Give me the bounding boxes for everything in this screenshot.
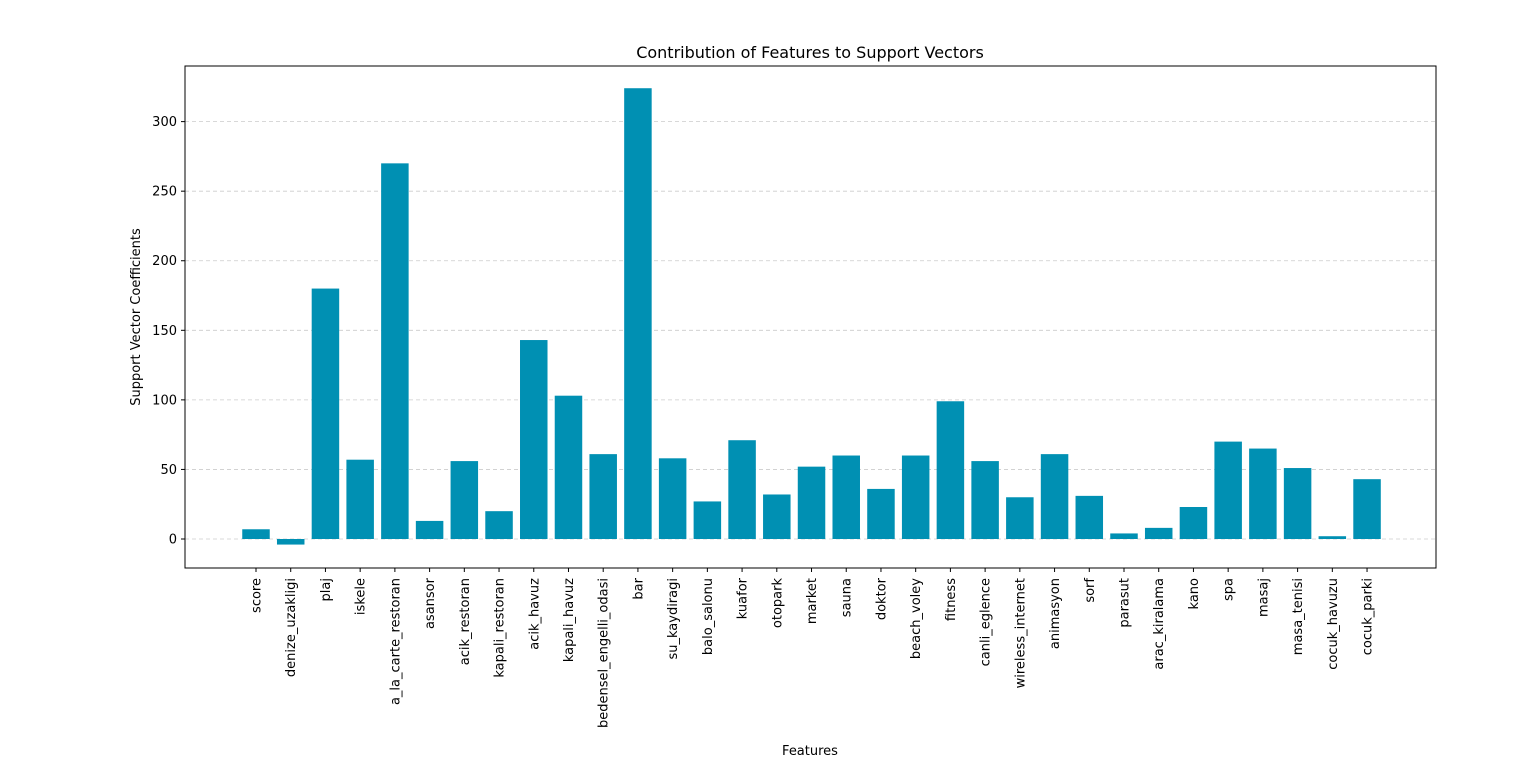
- x-tick-label: a_la_carte_restoran: [388, 578, 403, 705]
- x-tick-label: kano: [1187, 578, 1202, 610]
- bar-asansor: [415, 520, 444, 539]
- bars-layer: [242, 88, 1381, 545]
- x-tick-label: fitness: [944, 578, 959, 621]
- x-tick-label: acik_havuz: [527, 578, 542, 650]
- x-tick-label: masa_tenisi: [1291, 578, 1306, 655]
- y-axis-label: Support Vector Coefficients: [129, 228, 144, 406]
- bar-arac_kiralama: [1144, 527, 1173, 539]
- x-tick-label: plaj: [319, 578, 334, 601]
- bar-cocuk_havuzu: [1318, 536, 1347, 539]
- x-axis: score denize_uzakligi plaj iskele a_la_carte…: [250, 568, 1376, 728]
- bar-wireless_internet: [1006, 497, 1034, 539]
- bar-denize_uzakligi: [276, 539, 305, 545]
- bar-kapali_havuz: [554, 395, 583, 539]
- x-tick-label: kuafor: [736, 577, 751, 619]
- x-tick-label: spa: [1222, 578, 1237, 601]
- bar-kano: [1179, 507, 1208, 539]
- bar-market: [797, 466, 826, 539]
- x-tick-label: doktor: [874, 577, 889, 620]
- x-tick-label: kapali_restoran: [493, 578, 508, 678]
- bar-otopark: [763, 494, 791, 539]
- x-tick-label: cocuk_parki: [1361, 578, 1376, 655]
- y-axis: 0 50 100 150 200 250 300: [152, 115, 185, 548]
- x-tick-label: cocuk_havuzu: [1326, 578, 1341, 670]
- bar-balo_salonu: [693, 501, 722, 539]
- x-tick-label: canli_eglence: [979, 578, 994, 666]
- y-tick-label: 50: [160, 463, 177, 478]
- plot-frame: [184, 65, 1437, 569]
- chart-title: Contribution of Features to Support Vect…: [636, 43, 984, 62]
- y-tick-label: 0: [169, 533, 177, 548]
- bar-beach_voley: [901, 455, 930, 539]
- bar-parasut: [1110, 533, 1138, 539]
- bar-masaj: [1249, 448, 1277, 539]
- bar-kuafor: [728, 440, 756, 539]
- x-tick-label: animasyon: [1048, 578, 1063, 649]
- x-tick-label: balo_salonu: [701, 578, 716, 655]
- x-tick-label: market: [805, 578, 820, 624]
- x-tick-label: iskele: [354, 578, 369, 615]
- x-tick-label: beach_voley: [909, 578, 924, 659]
- bar-sauna: [832, 455, 860, 539]
- bar-plaj: [311, 288, 340, 539]
- x-tick-label: sorf: [1083, 578, 1098, 603]
- x-tick-label: su_kaydiragi: [666, 578, 681, 660]
- x-axis-label: Features: [782, 744, 838, 759]
- bar-iskele: [346, 459, 374, 539]
- x-tick-label: denize_uzakligi: [284, 578, 299, 677]
- x-tick-label: otopark: [770, 578, 785, 629]
- x-tick-label: bedensel_engelli_odasi: [597, 578, 612, 728]
- y-tick-label: 150: [152, 324, 177, 339]
- y-tick-label: 200: [152, 254, 177, 269]
- x-tick-label: score: [250, 578, 265, 613]
- bar-acik_havuz: [520, 340, 548, 539]
- x-tick-label: acik_restoran: [458, 578, 473, 665]
- bar-acik_restoran: [450, 461, 479, 539]
- bar-bar: [624, 88, 652, 539]
- bar-kapali_restoran: [485, 511, 513, 539]
- y-tick-label: 250: [152, 185, 177, 200]
- x-tick-label: wireless_internet: [1013, 578, 1028, 688]
- y-tick-label: 300: [152, 115, 177, 130]
- bar-doktor: [867, 488, 895, 539]
- bar-sorf: [1075, 495, 1104, 539]
- x-tick-label: sauna: [840, 578, 855, 617]
- bar-spa: [1214, 441, 1242, 539]
- bar-masa_tenisi: [1283, 468, 1312, 539]
- x-tick-label: masaj: [1256, 578, 1271, 617]
- bar-a_la_carte_restoran: [381, 163, 409, 539]
- x-tick-label: parasut: [1118, 578, 1133, 628]
- bar-cocuk_parki: [1353, 479, 1381, 539]
- bar-bedensel_engelli_odasi: [589, 454, 617, 539]
- x-tick-label: asansor: [423, 577, 438, 629]
- bar-animasyon: [1040, 454, 1069, 539]
- bar-canli_eglence: [971, 461, 999, 539]
- bar-su_kaydiragi: [658, 458, 687, 539]
- x-tick-label: kapali_havuz: [562, 578, 577, 662]
- x-tick-label: bar: [631, 577, 646, 599]
- bar-fitness: [936, 401, 965, 539]
- bar-score: [242, 529, 270, 539]
- x-tick-label: arac_kiralama: [1152, 578, 1167, 670]
- y-tick-label: 100: [152, 393, 177, 408]
